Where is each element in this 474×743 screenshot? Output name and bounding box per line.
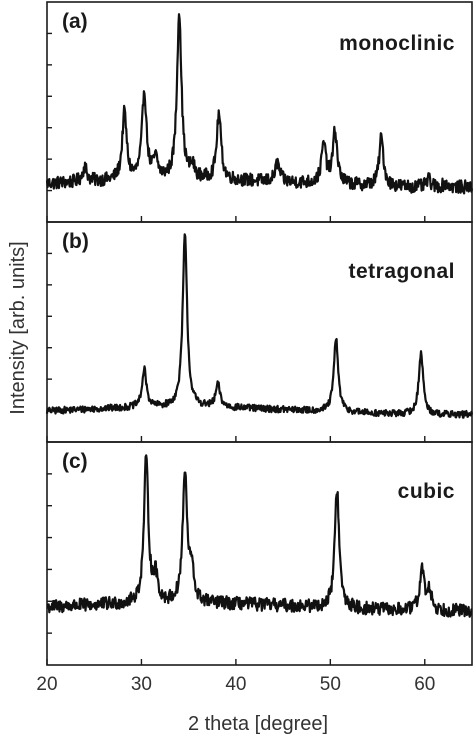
tick-layer bbox=[46, 32, 426, 665]
panel-frame-3 bbox=[46, 441, 473, 666]
panel-label-1: (a) bbox=[62, 10, 88, 33]
x-tick-label-50: 50 bbox=[320, 674, 341, 695]
x-tick-label-20: 20 bbox=[36, 674, 57, 695]
trace-layer bbox=[45, 13, 474, 618]
phase-label-monoclinic: monoclinic bbox=[339, 32, 455, 55]
xrd-trace-tetragonal bbox=[45, 233, 474, 419]
phase-label-tetragonal: tetragonal bbox=[348, 260, 455, 283]
x-tick-label-60: 60 bbox=[414, 674, 435, 695]
phase-label-cubic: cubic bbox=[398, 480, 455, 503]
xrd-trace-monoclinic bbox=[45, 13, 474, 195]
text-layer: (a) monoclinic (b) tetragonal (c) cubic 20 30 40… bbox=[36, 10, 455, 695]
y-axis-title: Intensity [arb. units] bbox=[7, 241, 29, 414]
panel-label-2: (b) bbox=[62, 230, 89, 253]
xrd-trace-cubic bbox=[46, 454, 473, 618]
x-axis-title: 2 theta [degree] bbox=[188, 713, 328, 735]
x-tick-label-30: 30 bbox=[131, 674, 152, 695]
panel-label-3: (c) bbox=[62, 450, 88, 473]
x-tick-label-40: 40 bbox=[225, 674, 246, 695]
frame-layer bbox=[46, 1, 473, 666]
